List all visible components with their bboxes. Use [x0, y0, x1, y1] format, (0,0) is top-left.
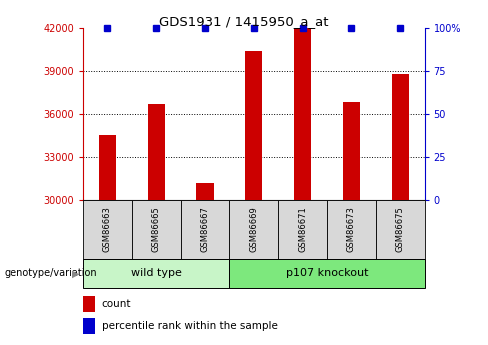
Bar [83, 318, 95, 334]
Bar [327, 200, 376, 259]
Bar [83, 259, 229, 288]
Bar [148, 104, 164, 200]
Text: GSM86671: GSM86671 [298, 207, 307, 252]
Bar [83, 200, 132, 259]
Bar [197, 183, 214, 200]
Text: GSM86669: GSM86669 [249, 207, 258, 252]
Bar [343, 102, 360, 200]
Text: GSM86675: GSM86675 [396, 207, 405, 252]
Bar [376, 200, 425, 259]
Text: GSM86665: GSM86665 [152, 207, 161, 252]
Text: genotype/variation: genotype/variation [5, 268, 98, 278]
Text: ▶: ▶ [72, 268, 80, 278]
Bar [245, 51, 263, 200]
Bar [392, 73, 409, 200]
Bar [229, 259, 425, 288]
Text: GSM86663: GSM86663 [103, 207, 112, 252]
Bar [278, 200, 327, 259]
Text: percentile rank within the sample: percentile rank within the sample [102, 321, 278, 331]
Bar [294, 28, 311, 200]
Bar [132, 200, 181, 259]
Text: count: count [102, 299, 131, 309]
Bar [229, 200, 278, 259]
Bar [99, 136, 116, 200]
Text: GSM86667: GSM86667 [201, 207, 209, 252]
Bar [181, 200, 229, 259]
Text: GSM86673: GSM86673 [347, 207, 356, 252]
Text: wild type: wild type [131, 268, 182, 278]
Text: GDS1931 / 1415950_a_at: GDS1931 / 1415950_a_at [159, 16, 329, 29]
Bar [83, 296, 95, 312]
Text: p107 knockout: p107 knockout [285, 268, 368, 278]
